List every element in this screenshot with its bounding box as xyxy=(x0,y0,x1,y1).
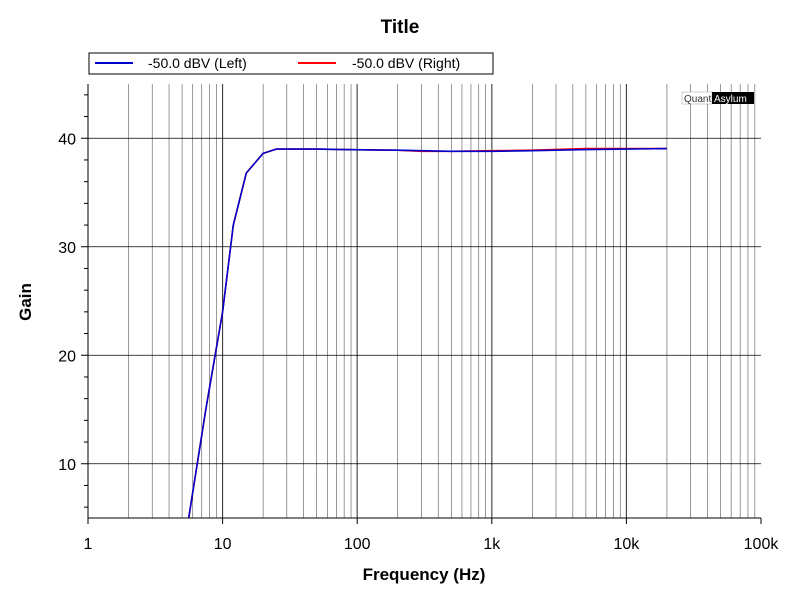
x-tick-label: 100 xyxy=(344,536,371,553)
x-tick-labels: 1 10 100 1k 10k 100k xyxy=(84,536,780,553)
minor-tick-marks xyxy=(81,94,762,524)
x-tick-label: 1 xyxy=(84,536,93,553)
legend-box: -50.0 dBV (Left) -50.0 dBV (Right) xyxy=(88,52,494,75)
grid xyxy=(88,84,761,518)
series-lines xyxy=(187,147,667,519)
series-line-right xyxy=(187,147,667,519)
x-tick-label: 100k xyxy=(744,536,780,553)
chart-title: Title xyxy=(381,17,420,38)
y-tick-label: 10 xyxy=(58,457,76,474)
series-line-left xyxy=(187,147,667,519)
x-axis-label: Frequency (Hz) xyxy=(363,565,486,584)
legend-label-right: -50.0 dBV (Right) xyxy=(352,55,460,71)
x-tick-label: 1k xyxy=(483,536,501,553)
legend-label-left: -50.0 dBV (Left) xyxy=(148,55,247,71)
y-tick-labels: 10 20 30 40 xyxy=(58,131,76,474)
y-tick-label: 40 xyxy=(58,131,76,148)
x-tick-label: 10k xyxy=(614,536,641,553)
watermark: Quant Asylum xyxy=(681,91,754,105)
y-axis-label: Gain xyxy=(16,283,35,321)
watermark-part2: Asylum xyxy=(714,94,747,105)
y-tick-label: 20 xyxy=(58,348,76,365)
x-tick-label: 10 xyxy=(214,536,232,553)
y-tick-label: 30 xyxy=(58,240,76,257)
watermark-part1: Quant xyxy=(684,94,711,105)
axes xyxy=(87,84,761,519)
